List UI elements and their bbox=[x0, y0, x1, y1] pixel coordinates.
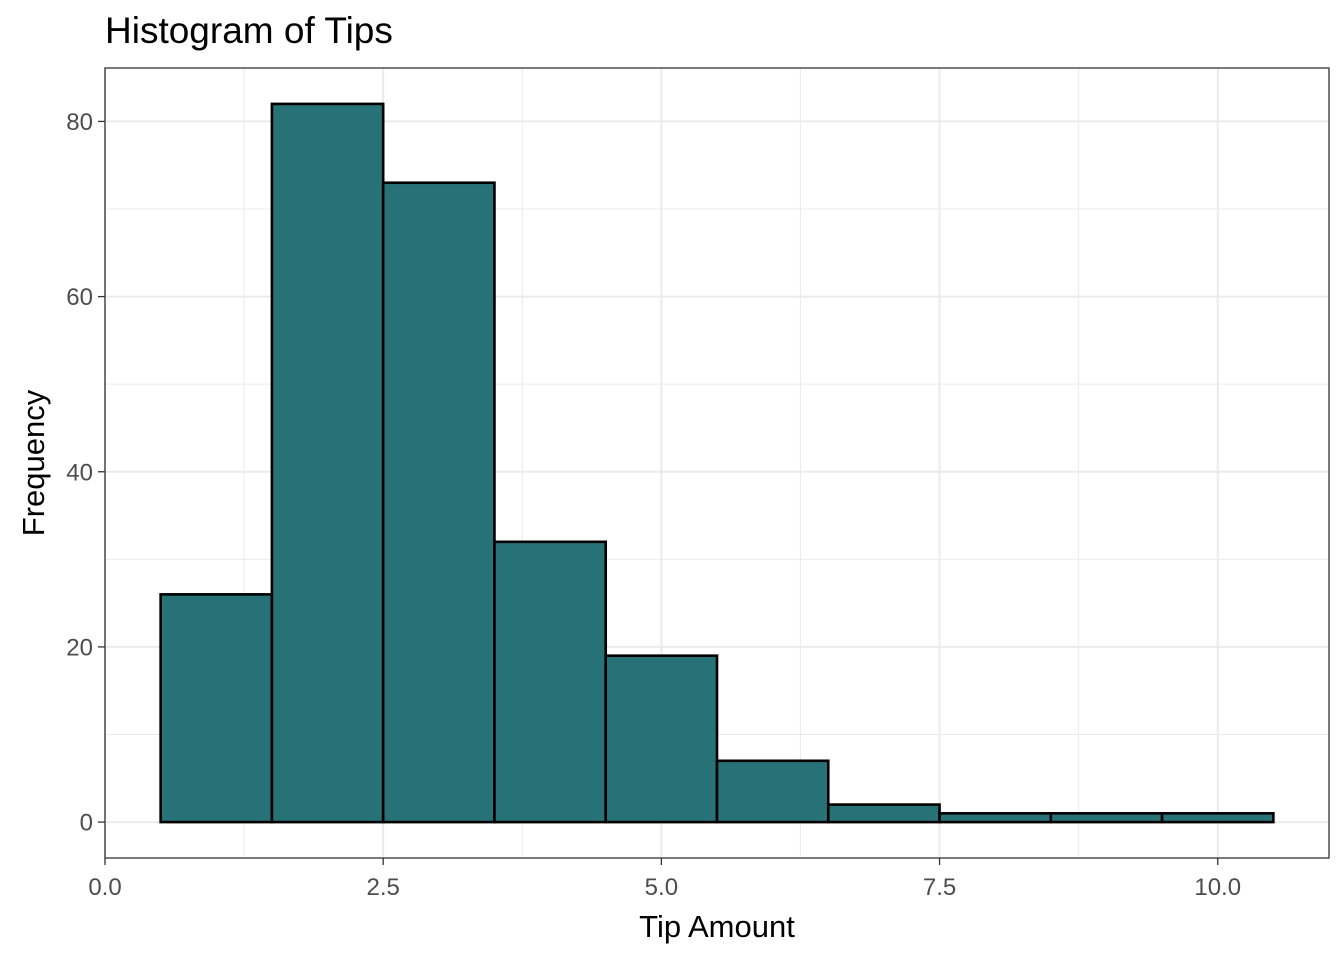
x-tick-label: 10.0 bbox=[1194, 874, 1241, 901]
x-tick-label: 7.5 bbox=[923, 874, 956, 901]
x-tick-label: 0.0 bbox=[88, 874, 121, 901]
y-axis: 0 20 40 60 80 bbox=[66, 109, 105, 837]
x-axis-title: Tip Amount bbox=[639, 909, 795, 944]
histogram-bars bbox=[159, 102, 1275, 824]
x-tick-label: 5.0 bbox=[645, 874, 678, 901]
x-axis: 0.0 2.5 5.0 7.5 10.0 bbox=[88, 858, 1241, 901]
histogram-bar bbox=[270, 102, 385, 824]
histogram-bar bbox=[381, 181, 496, 824]
histogram-bar bbox=[715, 759, 830, 824]
histogram-bar bbox=[604, 654, 719, 824]
y-tick-label: 20 bbox=[66, 634, 93, 661]
histogram-bar bbox=[1160, 812, 1275, 824]
y-tick-label: 40 bbox=[66, 459, 93, 486]
y-tick-label: 60 bbox=[66, 284, 93, 311]
y-axis-title: Frequency bbox=[16, 389, 51, 536]
histogram-bar bbox=[938, 812, 1053, 824]
y-tick-label: 80 bbox=[66, 109, 93, 136]
chart-title: Histogram of Tips bbox=[105, 10, 393, 51]
histogram-bar bbox=[826, 803, 941, 824]
x-tick-label: 2.5 bbox=[366, 874, 399, 901]
histogram-bar bbox=[493, 540, 608, 824]
histogram-bar bbox=[159, 593, 274, 824]
histogram-bar bbox=[1049, 812, 1164, 824]
plot-border bbox=[104, 67, 1330, 859]
y-tick-label: 0 bbox=[80, 810, 93, 837]
